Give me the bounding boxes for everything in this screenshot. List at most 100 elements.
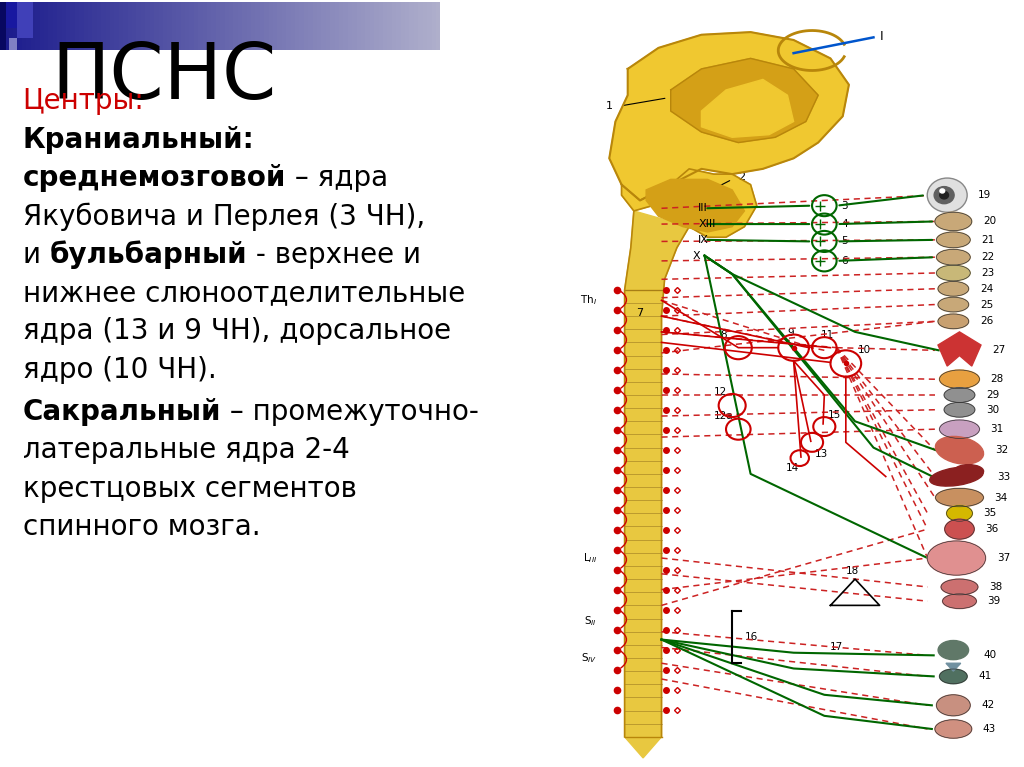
Bar xyxy=(105,2,111,50)
Circle shape xyxy=(934,186,954,204)
Bar xyxy=(295,2,299,50)
Bar xyxy=(247,2,251,50)
Ellipse shape xyxy=(938,314,969,329)
Bar xyxy=(322,2,326,50)
Text: 6: 6 xyxy=(842,256,848,266)
Text: X: X xyxy=(692,251,699,261)
Bar xyxy=(260,2,264,50)
Bar xyxy=(326,2,330,50)
Bar xyxy=(75,2,79,50)
Text: Краниальный:: Краниальный: xyxy=(23,126,254,153)
Text: 39: 39 xyxy=(987,596,1000,606)
Bar xyxy=(366,2,370,50)
Bar xyxy=(278,2,282,50)
Ellipse shape xyxy=(928,541,985,575)
Text: спинного мозга.: спинного мозга. xyxy=(23,513,260,541)
Ellipse shape xyxy=(936,695,970,716)
Text: – промежуточно-: – промежуточно- xyxy=(221,398,479,426)
Bar xyxy=(128,2,132,50)
Bar xyxy=(287,2,291,50)
Ellipse shape xyxy=(953,465,984,478)
Text: 1: 1 xyxy=(605,100,612,110)
Bar xyxy=(13,2,17,50)
Text: бульбарный: бульбарный xyxy=(49,240,247,269)
Text: 3: 3 xyxy=(842,201,848,211)
Bar xyxy=(427,2,431,50)
Bar xyxy=(243,2,247,50)
Text: крестцовых сегментов: крестцовых сегментов xyxy=(23,475,356,502)
Bar xyxy=(172,2,176,50)
Polygon shape xyxy=(646,179,744,232)
Text: 40: 40 xyxy=(983,650,996,660)
Bar xyxy=(375,2,379,50)
Ellipse shape xyxy=(940,669,967,683)
Bar xyxy=(9,38,17,50)
Text: Сакральный: Сакральный xyxy=(23,398,221,426)
Bar xyxy=(136,2,141,50)
Text: 38: 38 xyxy=(989,582,1002,592)
Text: 16: 16 xyxy=(744,632,758,642)
Text: 5: 5 xyxy=(842,236,848,246)
Bar xyxy=(167,2,172,50)
Text: Якубовича и Перлея (3 ЧН),: Якубовича и Перлея (3 ЧН), xyxy=(23,202,425,231)
Text: Центры:: Центры: xyxy=(23,87,144,115)
Text: 10: 10 xyxy=(858,345,871,355)
Text: 34: 34 xyxy=(994,492,1008,502)
Ellipse shape xyxy=(936,232,970,248)
Polygon shape xyxy=(609,32,849,200)
Bar xyxy=(233,2,238,50)
Ellipse shape xyxy=(941,579,978,595)
Bar xyxy=(123,2,128,50)
Text: 4: 4 xyxy=(842,219,848,229)
Bar xyxy=(84,2,88,50)
Circle shape xyxy=(940,189,945,193)
Ellipse shape xyxy=(936,265,970,281)
Bar xyxy=(211,2,216,50)
Ellipse shape xyxy=(936,489,983,507)
Ellipse shape xyxy=(935,212,972,231)
Bar xyxy=(317,2,322,50)
Bar xyxy=(255,2,260,50)
Bar xyxy=(48,2,53,50)
Bar xyxy=(132,2,136,50)
Text: 29: 29 xyxy=(986,390,999,400)
Bar xyxy=(414,2,418,50)
Bar xyxy=(418,2,423,50)
Text: – ядра: – ядра xyxy=(286,164,388,192)
Text: 20: 20 xyxy=(983,216,996,226)
Text: 32: 32 xyxy=(995,445,1009,456)
Text: 36: 36 xyxy=(985,524,998,534)
Bar xyxy=(119,2,123,50)
Bar xyxy=(194,2,199,50)
Text: 12a: 12a xyxy=(714,411,733,421)
Text: 7: 7 xyxy=(636,308,643,318)
Text: - верхнее и: - верхнее и xyxy=(247,241,421,268)
Text: 30: 30 xyxy=(986,405,999,415)
Bar xyxy=(57,2,61,50)
Text: 14: 14 xyxy=(786,463,800,472)
Text: 9: 9 xyxy=(787,328,794,338)
Ellipse shape xyxy=(945,519,974,539)
Bar xyxy=(264,2,268,50)
Bar xyxy=(27,2,31,50)
Bar xyxy=(111,2,115,50)
Text: L$_{III}$: L$_{III}$ xyxy=(583,551,597,565)
Bar xyxy=(4,2,9,50)
Bar xyxy=(176,2,180,50)
Bar xyxy=(356,2,361,50)
Text: S$_{II}$: S$_{II}$ xyxy=(585,614,597,628)
Bar xyxy=(339,2,343,50)
Text: ядро (10 ЧН).: ядро (10 ЧН). xyxy=(23,356,216,384)
Polygon shape xyxy=(625,211,689,737)
Text: 19: 19 xyxy=(978,190,991,200)
Ellipse shape xyxy=(944,387,975,403)
Circle shape xyxy=(940,192,948,199)
Bar xyxy=(180,2,185,50)
Bar xyxy=(282,2,287,50)
Text: 42: 42 xyxy=(981,700,994,710)
Text: ПСНС: ПСНС xyxy=(51,38,276,115)
Bar xyxy=(410,2,414,50)
Text: 2: 2 xyxy=(738,172,745,182)
Bar xyxy=(220,2,224,50)
Bar xyxy=(97,2,101,50)
